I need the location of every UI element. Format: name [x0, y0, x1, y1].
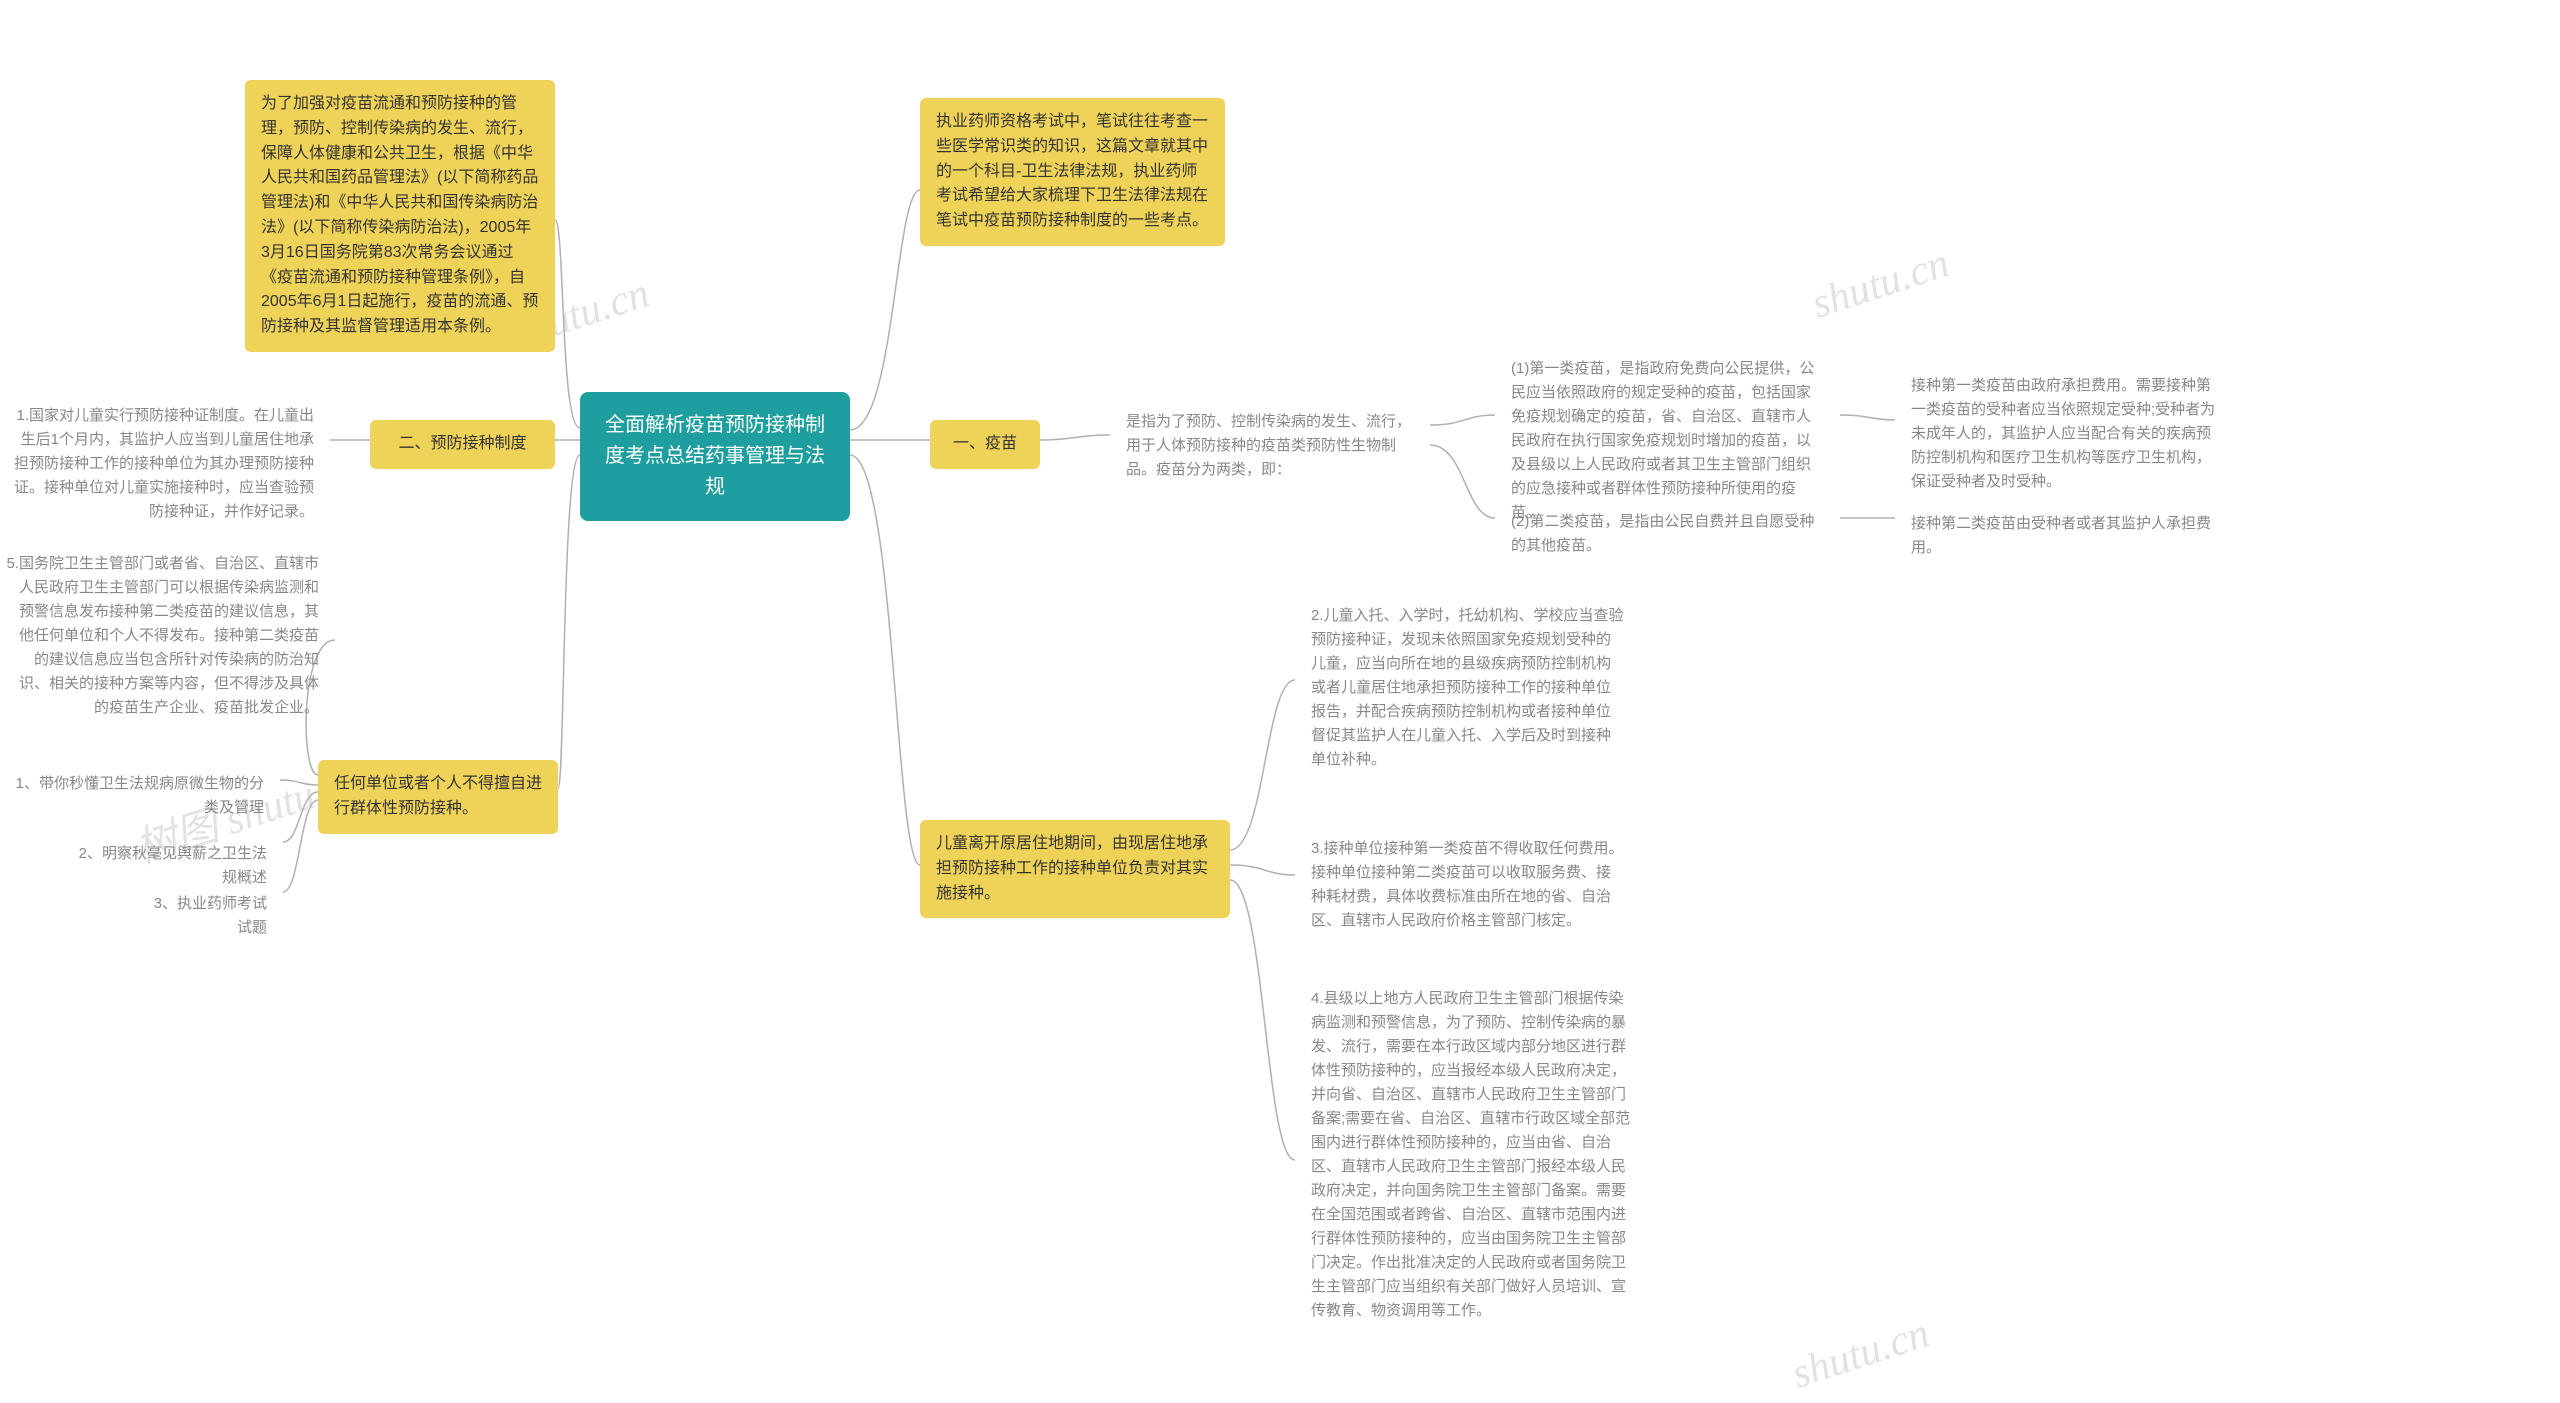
children-move-title[interactable]: 儿童离开原居住地期间，由现居住地承担预防接种工作的接种单位负责对其实施接种。 [920, 820, 1230, 918]
law-box[interactable]: 为了加强对疫苗流通和预防接种的管理，预防、控制传染病的发生、流行，保障人体健康和… [245, 80, 555, 352]
no-private-sub3: 3、执业药师考试试题 [128, 880, 283, 952]
watermark-3: shutu.cn [1806, 239, 1955, 328]
section2-title[interactable]: 二、预防接种制度 [370, 420, 555, 469]
item5: 5.国务院卫生主管部门或者省、自治区、直辖市人民政府卫生主管部门可以根据传染病监… [0, 540, 335, 732]
type2-vaccine: (2)第二类疫苗，是指由公民自费并且自愿受种的其他疫苗。 [1495, 498, 1840, 570]
no-private-sub1: 1、带你秒懂卫生法规病原微生物的分类及管理 [0, 760, 280, 832]
children-item2: 2.儿童入托、入学时，托幼机构、学校应当查验预防接种证，发现未依照国家免疫规划受… [1295, 592, 1640, 784]
mindmap-page: shutu.cn 树图 shutu.cn shutu.cn shutu.cn [0, 0, 2560, 1403]
intro-box[interactable]: 执业药师资格考试中，笔试往往考查一些医学常识类的知识，这篇文章就其中的一个科目-… [920, 98, 1225, 246]
type2-note: 接种第二类疫苗由受种者或者其监护人承担费用。 [1895, 500, 2235, 572]
type1-note: 接种第一类疫苗由政府承担费用。需要接种第一类疫苗的受种者应当依照规定受种;受种者… [1895, 362, 2235, 506]
section1-def: 是指为了预防、控制传染病的发生、流行，用于人体预防接种的疫苗类预防性生物制品。疫… [1110, 398, 1430, 494]
section2-item1: 1.国家对儿童实行预防接种证制度。在儿童出生后1个月内，其监护人应当到儿童居住地… [0, 392, 330, 536]
section1-title[interactable]: 一、疫苗 [930, 420, 1040, 469]
watermark-4: shutu.cn [1786, 1309, 1935, 1398]
children-item4: 4.县级以上地方人民政府卫生主管部门根据传染病监测和预警信息，为了预防、控制传染… [1295, 975, 1650, 1335]
no-private-title[interactable]: 任何单位或者个人不得擅自进行群体性预防接种。 [318, 760, 558, 834]
children-item3: 3.接种单位接种第一类疫苗不得收取任何费用。接种单位接种第二类疫苗可以收取服务费… [1295, 825, 1640, 945]
center-topic[interactable]: 全面解析疫苗预防接种制度考点总结药事管理与法规 [580, 392, 850, 521]
